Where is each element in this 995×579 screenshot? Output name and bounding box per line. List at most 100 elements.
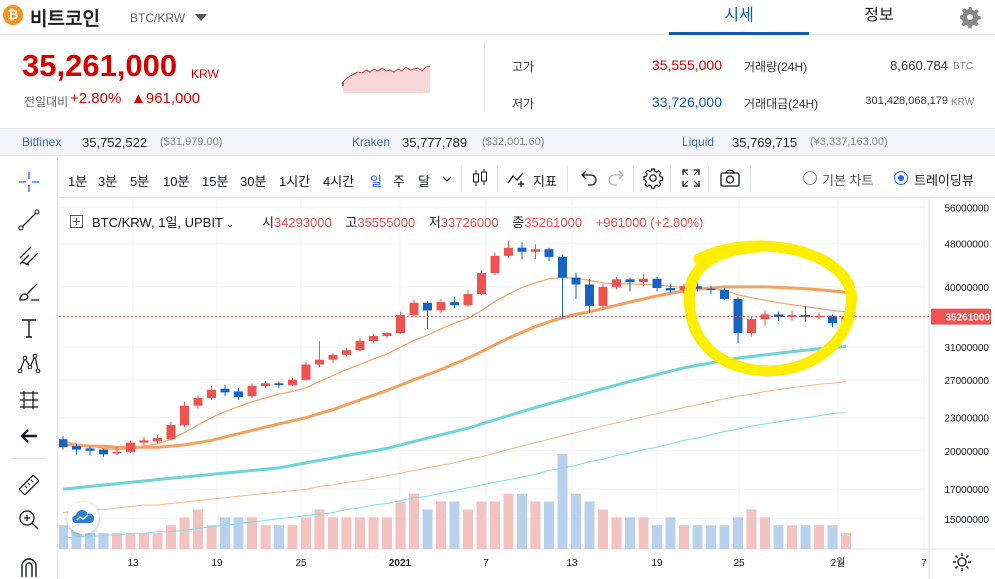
coin-dropdown-chevron-down-icon[interactable] (195, 14, 207, 21)
price-axis-tick-label: 31000000 (945, 343, 990, 354)
candle-body (598, 286, 608, 306)
exchange-price-bitfinex: 35,752,522 (82, 135, 148, 150)
change-amount: ▲961,000 (131, 90, 201, 107)
volume-bar (827, 525, 838, 549)
candle-body (423, 302, 432, 311)
price-unit: KRW (191, 67, 219, 81)
exchange-name-bitfinex[interactable]: Bitfinex (22, 135, 62, 149)
candle-body (436, 302, 446, 311)
interval-30m-button[interactable]: 30분 (240, 174, 267, 189)
interval-10m-button[interactable]: 10분 (163, 174, 190, 189)
volume-bar (841, 533, 851, 549)
volume-label: 거래량(24H) (744, 60, 808, 74)
ruler-icon[interactable] (17, 473, 41, 497)
candlestick-type-icon[interactable] (469, 167, 491, 189)
volume-bar (382, 517, 392, 549)
interval-month-button[interactable]: 달 (418, 174, 430, 189)
candle-body (558, 256, 567, 278)
crosshair-icon[interactable] (17, 170, 41, 194)
arrow-left-icon[interactable] (17, 424, 41, 448)
ma-line-cyan (62, 344, 847, 491)
axis-settings-gear-icon[interactable] (957, 557, 967, 567)
indicators-button[interactable]: 지표 (533, 174, 557, 189)
interval-1h-button[interactable]: 1시간 (279, 174, 311, 189)
volume-bar (679, 525, 689, 549)
zoom-in-icon[interactable] (17, 508, 41, 532)
axis-settings-gear-icon[interactable] (953, 553, 971, 571)
ma-line-orange (63, 285, 847, 449)
pitchfork-icon[interactable] (17, 244, 41, 268)
exchange-name-kraken[interactable]: Kraken (352, 135, 391, 149)
tradingview-label[interactable]: 트레이딩뷰 (914, 173, 974, 188)
price-chart[interactable]: 56000000 48000000 40000000 31000000 27000000… (59, 199, 995, 579)
exchange-name-liquid[interactable]: Liquid (682, 135, 715, 149)
volume-bar (422, 509, 433, 549)
tab-market[interactable]: 시세 (669, 0, 809, 35)
chart-legend: BTC/KRW, 1일, UPBIT ⌄ 시34293000 고35555000 … (70, 212, 703, 231)
price-axis-tick-label: 17000000 (945, 485, 990, 496)
candle-body (207, 389, 216, 398)
indicators-icon[interactable] (506, 167, 528, 189)
volume-bar (814, 525, 824, 549)
candle-body (571, 277, 581, 285)
gear-icon[interactable] (958, 5, 982, 29)
pattern-tool-icon[interactable] (17, 352, 41, 376)
volume-bar (463, 509, 473, 549)
coin-name[interactable]: 비트코인 (30, 9, 100, 30)
exchange-price-strip: Bitfinex 35,752,522 ($31,979.00) Kraken … (0, 128, 995, 156)
legend-open-value: 34293000 (273, 215, 332, 230)
interval-1m-button[interactable]: 1분 (68, 174, 88, 189)
fullscreen-icon[interactable] (680, 167, 702, 189)
interval-3m-button[interactable]: 3분 (98, 174, 118, 189)
candle-body (85, 448, 95, 451)
basic-chart-radio[interactable] (803, 171, 817, 185)
time-axis-tick-label: 13 (566, 558, 578, 569)
interval-chevron-down-icon[interactable] (439, 168, 455, 188)
volume-bar (355, 517, 365, 549)
volume-bar (85, 533, 95, 549)
volume-bar (665, 517, 676, 549)
interval-5m-button[interactable]: 5분 (130, 174, 150, 189)
candle-body (774, 314, 783, 318)
tab-info[interactable]: 정보 (864, 7, 894, 24)
candle-body (193, 397, 203, 406)
volume-bar (449, 501, 460, 549)
candle-body (342, 350, 351, 355)
text-tool-icon[interactable] (17, 316, 41, 340)
volume-bar (233, 517, 244, 549)
current-price: 35,261,000 (22, 48, 178, 83)
candle-body (477, 273, 486, 295)
volume-bar (247, 517, 257, 549)
ma-line-cyan-thin (62, 412, 847, 539)
candle-body (126, 442, 135, 452)
tradingview-logo-button[interactable] (67, 502, 99, 534)
tradingview-radio[interactable] (894, 171, 908, 185)
interval-15m-button[interactable]: 15분 (202, 174, 229, 189)
coin-pair[interactable]: BTC/KRW (130, 11, 186, 25)
volume-bar (746, 509, 757, 549)
brush-icon[interactable] (17, 280, 41, 304)
long-position-icon[interactable] (17, 388, 41, 412)
toolbar-divider (708, 166, 709, 192)
undo-icon[interactable] (577, 167, 599, 189)
volume-bar (476, 501, 487, 549)
volume-bar (517, 493, 527, 549)
interval-day-button[interactable]: 일 (370, 174, 382, 189)
chart-settings-gear-icon[interactable] (642, 167, 664, 189)
camera-snapshot-icon[interactable] (719, 167, 741, 189)
interval-week-button[interactable]: 주 (393, 174, 405, 189)
toolbar-divider (461, 166, 462, 192)
basic-chart-label[interactable]: 기본 차트 (822, 173, 874, 188)
candle-body (166, 425, 176, 440)
legend-chevron-down-icon[interactable]: ⌄ (225, 219, 235, 230)
magnet-icon[interactable] (17, 555, 41, 579)
trend-line-icon[interactable] (17, 208, 41, 232)
candle-body (153, 438, 162, 442)
time-axis-tick-label: 2월 (831, 557, 846, 569)
legend-expand-icon[interactable] (70, 215, 83, 228)
interval-4h-button[interactable]: 4시간 (323, 174, 355, 189)
legend-close-label: 종 (512, 215, 525, 230)
time-axis-tick-label: 25 (733, 558, 745, 569)
redo-icon[interactable] (606, 167, 628, 189)
legend-pair[interactable]: BTC/KRW, 1일, UPBIT (92, 215, 223, 230)
